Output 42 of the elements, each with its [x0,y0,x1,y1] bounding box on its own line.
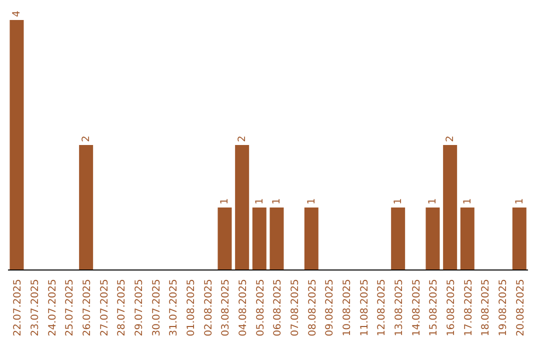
data-label: 1 [393,198,404,204]
data-label: 1 [220,198,231,204]
x-tick-label: 03.08.2025 [220,279,232,336]
x-tick-label: 12.08.2025 [376,279,388,336]
x-tick-label: 18.08.2025 [480,279,492,336]
x-tick-label: 04.08.2025 [238,279,249,336]
x-tick-label: 09.08.2025 [324,279,336,336]
x-tick-label: 10.08.2025 [342,279,353,336]
x-tick-label: 26.07.2025 [82,279,93,336]
x-tick-label: 27.07.2025 [99,279,110,336]
x-tick-label: 24.07.2025 [47,279,58,336]
data-label: 1 [254,198,266,204]
x-tick-label: 15.08.2025 [428,279,440,336]
x-tick-label: 28.07.2025 [116,279,128,336]
x-tick-label: 17.08.2025 [463,279,474,336]
data-label: 1 [462,198,474,204]
x-tick-label: 30.07.2025 [151,279,162,336]
x-tick-label: 25.07.2025 [64,279,76,336]
x-tick-label: 14.08.2025 [411,279,422,336]
x-tick-label: 31.07.2025 [168,279,180,336]
x-tick-label: 01.08.2025 [186,279,197,336]
x-tick-label: 29.07.2025 [134,279,145,336]
x-tick-label: 02.08.2025 [203,279,214,336]
data-label: 1 [272,198,283,204]
data-label: 4 [12,10,23,17]
x-tick-label: 19.08.2025 [498,279,509,336]
data-label: 2 [237,136,248,142]
x-tick-label: 16.08.2025 [446,279,457,336]
x-tick-label: 05.08.2025 [255,279,266,336]
data-label: 1 [428,198,439,204]
x-tick-label: 23.07.2025 [30,279,41,336]
data-label: 2 [445,136,456,142]
data-label: 1 [306,198,318,204]
x-tick-label: 08.08.2025 [307,279,318,336]
x-tick-label: 11.08.2025 [359,279,370,336]
x-tick-label: 06.08.2025 [272,279,284,336]
x-tick-label: 20.08.2025 [515,279,526,336]
x-tick-label: 13.08.2025 [394,279,405,336]
x-tick-label: 22.07.2025 [12,279,24,336]
data-label: 2 [81,136,92,142]
x-tick-label: 07.08.2025 [290,279,301,336]
data-label: 1 [514,198,526,204]
